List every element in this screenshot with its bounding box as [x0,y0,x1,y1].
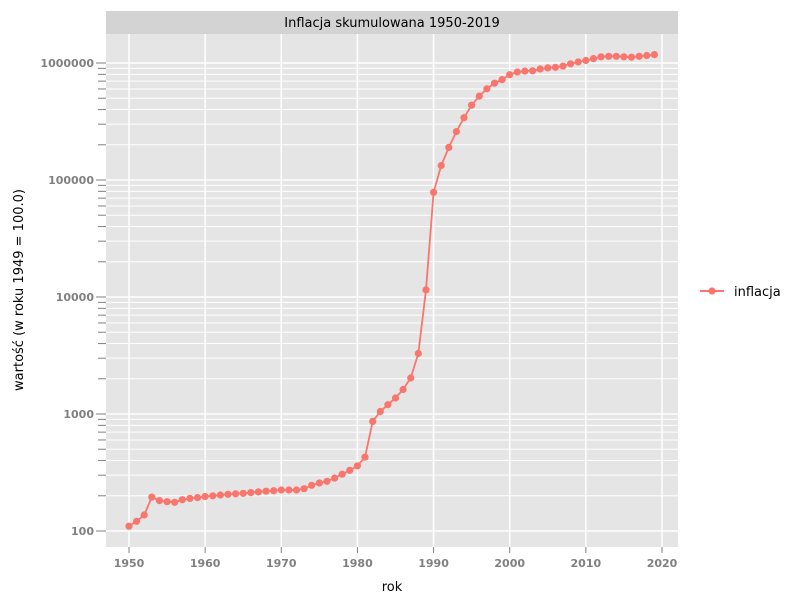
data-point [460,114,468,122]
y-tick-label: 10000 [56,291,95,304]
data-point [521,67,529,75]
data-point [155,497,164,505]
data-point [513,68,521,76]
x-tick-label: 1990 [418,557,449,570]
data-point [201,492,209,501]
data-point [353,462,361,470]
data-point [574,58,582,66]
data-point [551,63,560,71]
major-gridlines [106,34,678,547]
data-point [445,143,453,151]
data-point [422,286,430,294]
x-tick-label: 2020 [647,557,678,570]
data-point [140,511,148,519]
data-point [285,486,293,494]
y-axis-title: wartość (w roku 1949 = 100.0) [12,189,27,391]
x-tick-label: 2010 [571,557,602,570]
data-point [209,492,217,500]
x-axis-title: rok [382,580,403,595]
data-point [224,490,232,498]
data-point [635,52,643,60]
x-axis: 1950 1960 1970 1980 1990 2000 2010 2020 [114,547,678,570]
y-tick-label: 1000 [63,408,94,421]
y-tick-label: 1000000 [40,57,94,70]
data-point [346,466,354,474]
data-point [437,161,445,170]
data-point [239,489,247,497]
data-point [178,496,186,504]
data-point [163,498,171,506]
data-point [582,56,590,65]
legend: inflacja [700,285,781,300]
data-point [254,488,262,496]
data-point [300,485,308,493]
data-point [171,498,179,506]
data-point [391,394,400,402]
data-point [193,494,202,502]
data-point [559,62,567,70]
data-point [414,349,422,358]
plot-panel [106,34,678,547]
data-point [620,53,628,61]
data-point [308,481,316,489]
x-tick-label: 1960 [190,557,221,570]
data-point [475,92,483,100]
data-point [627,53,636,61]
x-tick-label: 1980 [342,557,373,570]
data-point [506,71,514,79]
data-point [148,493,156,501]
data-point [384,401,392,409]
data-point [468,101,476,109]
y-tick-label: 100000 [48,174,94,187]
data-point [650,51,659,59]
data-point [262,487,270,495]
data-point [292,486,301,494]
data-point [567,60,575,68]
data-point [490,79,499,87]
data-point [597,53,605,61]
data-point [247,489,255,497]
data-point [216,491,224,499]
y-axis: 100 1000 10000 100000 1000000 [40,57,106,538]
data-point [270,487,278,495]
data-point [361,453,369,461]
data-point [605,52,613,60]
data-point [323,477,331,485]
data-point [529,67,537,75]
minor-gridlines [106,67,678,497]
data-point [232,490,240,498]
x-tick-label: 2000 [494,557,525,570]
data-point [331,474,339,482]
data-point [399,385,407,394]
chart-title: Inflacja skumulowana 1950-2019 [284,16,500,31]
data-point [277,486,285,494]
data-point [544,64,552,72]
data-point [315,479,323,487]
y-tick-label: 100 [71,525,94,538]
data-point [452,128,460,136]
data-point [369,417,377,425]
data-point [338,470,346,478]
x-tick-label: 1970 [266,557,297,570]
data-point [498,76,506,84]
data-point [483,85,491,93]
legend-marker [708,287,716,295]
data-point [612,52,620,60]
data-point [407,374,415,382]
title-strip [106,11,678,34]
data-point [536,65,544,73]
legend-label: inflacja [734,285,781,300]
data-point [125,522,133,530]
series-line [128,53,655,527]
data-point [133,517,141,525]
data-point [186,494,194,502]
data-point [430,188,438,196]
data-point [589,55,598,63]
data-point [376,407,384,416]
data-point [643,51,651,60]
series-inflacja [125,51,659,530]
x-tick-label: 1950 [114,557,145,570]
